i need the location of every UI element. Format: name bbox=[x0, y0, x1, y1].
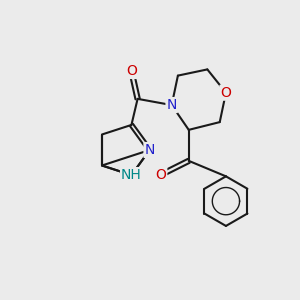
Text: NH: NH bbox=[121, 168, 142, 182]
Text: N: N bbox=[167, 98, 177, 112]
Text: O: O bbox=[220, 86, 231, 100]
Text: O: O bbox=[155, 168, 166, 182]
Text: O: O bbox=[126, 64, 137, 78]
Text: N: N bbox=[145, 143, 155, 157]
